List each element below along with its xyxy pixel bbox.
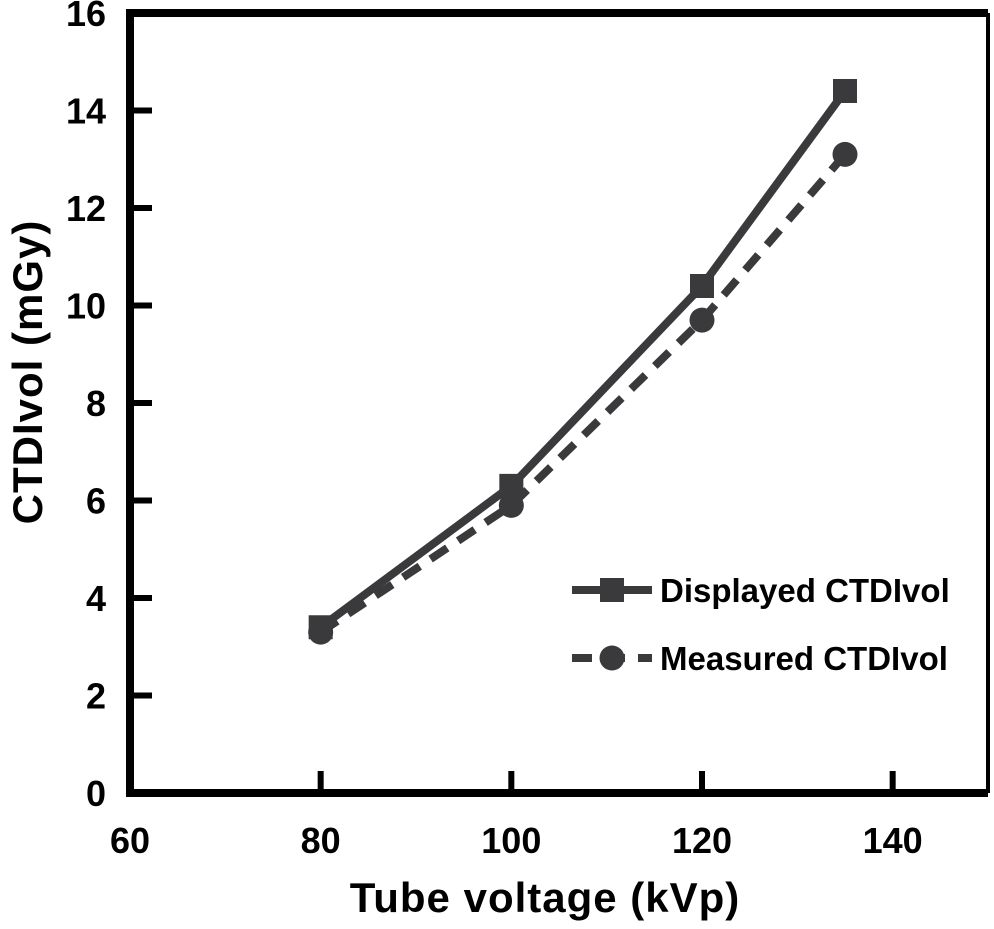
y-axis-ticks: 0 2 4 6 8 10 12 14 16	[66, 0, 152, 814]
y-tick-label: 2	[86, 676, 106, 717]
data-point-marker	[308, 619, 334, 645]
y-tick-label: 0	[86, 773, 106, 814]
data-point-marker	[689, 307, 715, 333]
y-axis-title: CTDIvol (mGy)	[4, 219, 51, 525]
data-point-marker	[690, 274, 714, 298]
y-tick-label: 6	[86, 481, 106, 522]
data-point-marker	[833, 79, 857, 103]
series-displayed-ctdivol	[308, 79, 857, 640]
series-measured-ctdivol	[308, 141, 858, 645]
legend-entry-measured-ctdivol: Measured CTDIvol	[572, 640, 948, 677]
legend: Displayed CTDIvol Measured CTDIvol	[572, 572, 950, 677]
legend-marker-square	[600, 578, 624, 602]
legend-label: Displayed CTDIvol	[660, 572, 950, 609]
x-tick-label: 100	[481, 820, 541, 861]
x-tick-label: 60	[110, 820, 150, 861]
x-tick-label: 80	[301, 820, 341, 861]
y-tick-label: 16	[66, 0, 106, 34]
x-axis-ticks: 60 80 100 120 140	[110, 771, 923, 861]
x-tick-label: 140	[863, 820, 923, 861]
data-point-marker	[498, 492, 524, 518]
y-tick-label: 4	[86, 578, 106, 619]
x-axis-title: Tube voltage (kVp)	[349, 874, 741, 921]
legend-marker-circle	[599, 645, 625, 671]
series-line-measured-ctdivol	[318, 151, 849, 636]
y-tick-label: 12	[66, 188, 106, 229]
data-point-marker	[832, 141, 858, 167]
axes-box	[126, 9, 990, 797]
series-line-displayed-ctdivol	[318, 88, 849, 631]
x-tick-label: 120	[672, 820, 732, 861]
legend-entry-displayed-ctdivol: Displayed CTDIvol	[572, 572, 950, 609]
legend-label: Measured CTDIvol	[660, 640, 948, 677]
y-tick-label: 8	[86, 383, 106, 424]
y-tick-label: 14	[66, 91, 106, 132]
y-tick-label: 10	[66, 286, 106, 327]
